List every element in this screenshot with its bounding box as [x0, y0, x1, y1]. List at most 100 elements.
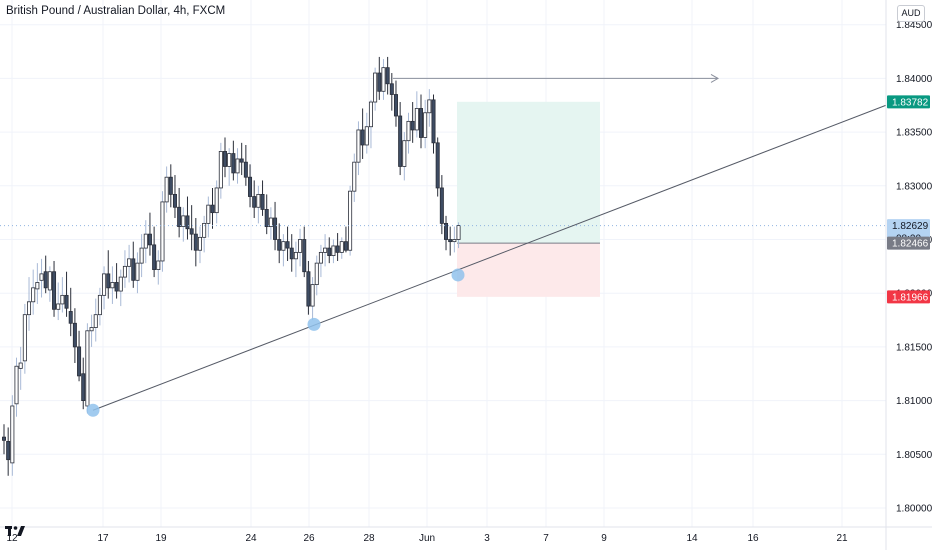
time-tick-label: 21 — [836, 533, 848, 544]
stop-zone[interactable] — [457, 243, 600, 297]
candle-body — [243, 161, 248, 178]
candle-body — [385, 67, 390, 85]
candle-body — [68, 311, 73, 324]
candle-body — [381, 67, 386, 92]
candle-body — [360, 129, 365, 146]
candle-body — [14, 365, 19, 405]
price-tick-label: 1.84500 — [896, 20, 932, 31]
candle-body — [331, 245, 336, 257]
candle-body — [202, 222, 207, 238]
candle-body — [298, 239, 303, 253]
candle-body — [452, 239, 457, 243]
candle-body — [106, 273, 111, 289]
time-tick-label: 7 — [543, 533, 549, 544]
entry-price-tag — [887, 236, 930, 250]
candle-body — [56, 303, 61, 310]
candle-body — [181, 215, 186, 228]
candle-body — [318, 251, 323, 264]
trendline[interactable] — [92, 104, 887, 411]
candle-body — [368, 101, 373, 128]
candle-body — [77, 346, 82, 377]
target-zone[interactable] — [457, 101, 600, 244]
time-tick-label: 24 — [245, 533, 257, 544]
price-tick-label: 1.84000 — [896, 74, 932, 85]
pivot-marker[interactable] — [86, 403, 100, 417]
time-axis[interactable]: 12 17 19 24 26 28 Jun 3 7 9 14 16 21 — [0, 526, 932, 544]
pivot-marker[interactable] — [307, 317, 321, 331]
time-tick-label: 26 — [303, 533, 315, 544]
candle-body — [85, 330, 90, 407]
candle-body — [27, 301, 32, 316]
candle-body — [281, 241, 286, 251]
candle-body — [110, 282, 115, 289]
tradingview-logo-icon[interactable] — [5, 526, 25, 537]
candle-body — [268, 217, 273, 228]
candle-body — [235, 158, 240, 174]
price-axis[interactable]: 1.800001.805001.810001.815001.820001.825… — [885, 0, 932, 550]
candle-body — [64, 294, 69, 309]
candle-body — [364, 126, 369, 146]
candle-body — [285, 241, 290, 249]
risk-reward-zones[interactable] — [457, 101, 600, 297]
price-tick-label: 1.83500 — [896, 128, 932, 139]
candle-body — [444, 222, 449, 240]
candle-body — [139, 247, 144, 264]
candle-body — [52, 271, 57, 310]
candle-body — [31, 287, 36, 303]
candle-body — [393, 94, 398, 117]
candle-body — [302, 239, 307, 273]
arrow-icon — [710, 73, 720, 83]
drawings[interactable] — [0, 73, 887, 417]
time-tick-label: 9 — [601, 533, 607, 544]
candle-body — [72, 322, 77, 348]
price-tick-label: 1.81500 — [896, 342, 932, 353]
candle-body — [143, 233, 148, 249]
candle-body — [89, 327, 94, 332]
candle-body — [39, 273, 44, 281]
candle-body — [373, 72, 378, 103]
candle-body — [214, 187, 219, 214]
chart-title: British Pound / Australian Dollar, 4h, F… — [6, 5, 226, 17]
candle-body — [339, 241, 344, 253]
pivot-marker[interactable] — [451, 268, 465, 282]
time-tick-label: 12 — [6, 533, 18, 544]
currency-badge[interactable]: AUD — [897, 5, 925, 22]
candle-body — [131, 258, 136, 281]
candle-body — [156, 260, 161, 270]
candle-body — [172, 193, 177, 208]
candle-body — [135, 262, 140, 281]
candle-body — [60, 294, 65, 305]
candle-body — [10, 405, 15, 464]
candle-body — [289, 247, 294, 260]
candle-body — [2, 436, 7, 441]
candle-body — [356, 129, 361, 163]
candle-body — [414, 108, 419, 131]
candle-body — [6, 441, 11, 461]
candle-body — [398, 115, 403, 167]
candle-body — [35, 282, 40, 290]
candle-body — [177, 206, 182, 228]
entry-price-tag-text: 1.82466 — [892, 239, 929, 250]
candle-body — [185, 215, 190, 230]
candle-body — [206, 204, 211, 224]
candle-body — [406, 120, 411, 142]
candle-body — [306, 271, 311, 307]
candle-body — [277, 239, 282, 251]
candle-body — [22, 314, 27, 362]
price-tick-label: 1.80000 — [896, 504, 932, 515]
candles — [2, 56, 461, 476]
candle-body — [18, 362, 23, 369]
candle-body — [227, 153, 232, 167]
candle-body — [218, 151, 223, 189]
candle-body — [431, 99, 436, 144]
candle-body — [273, 217, 278, 240]
candle-body — [402, 140, 407, 167]
candle-body — [252, 196, 257, 208]
candle-body — [327, 247, 332, 257]
candle-body — [335, 245, 340, 253]
time-tick-label: Jun — [419, 533, 435, 544]
candle-body — [448, 239, 453, 243]
time-tick-label: 3 — [484, 533, 490, 544]
